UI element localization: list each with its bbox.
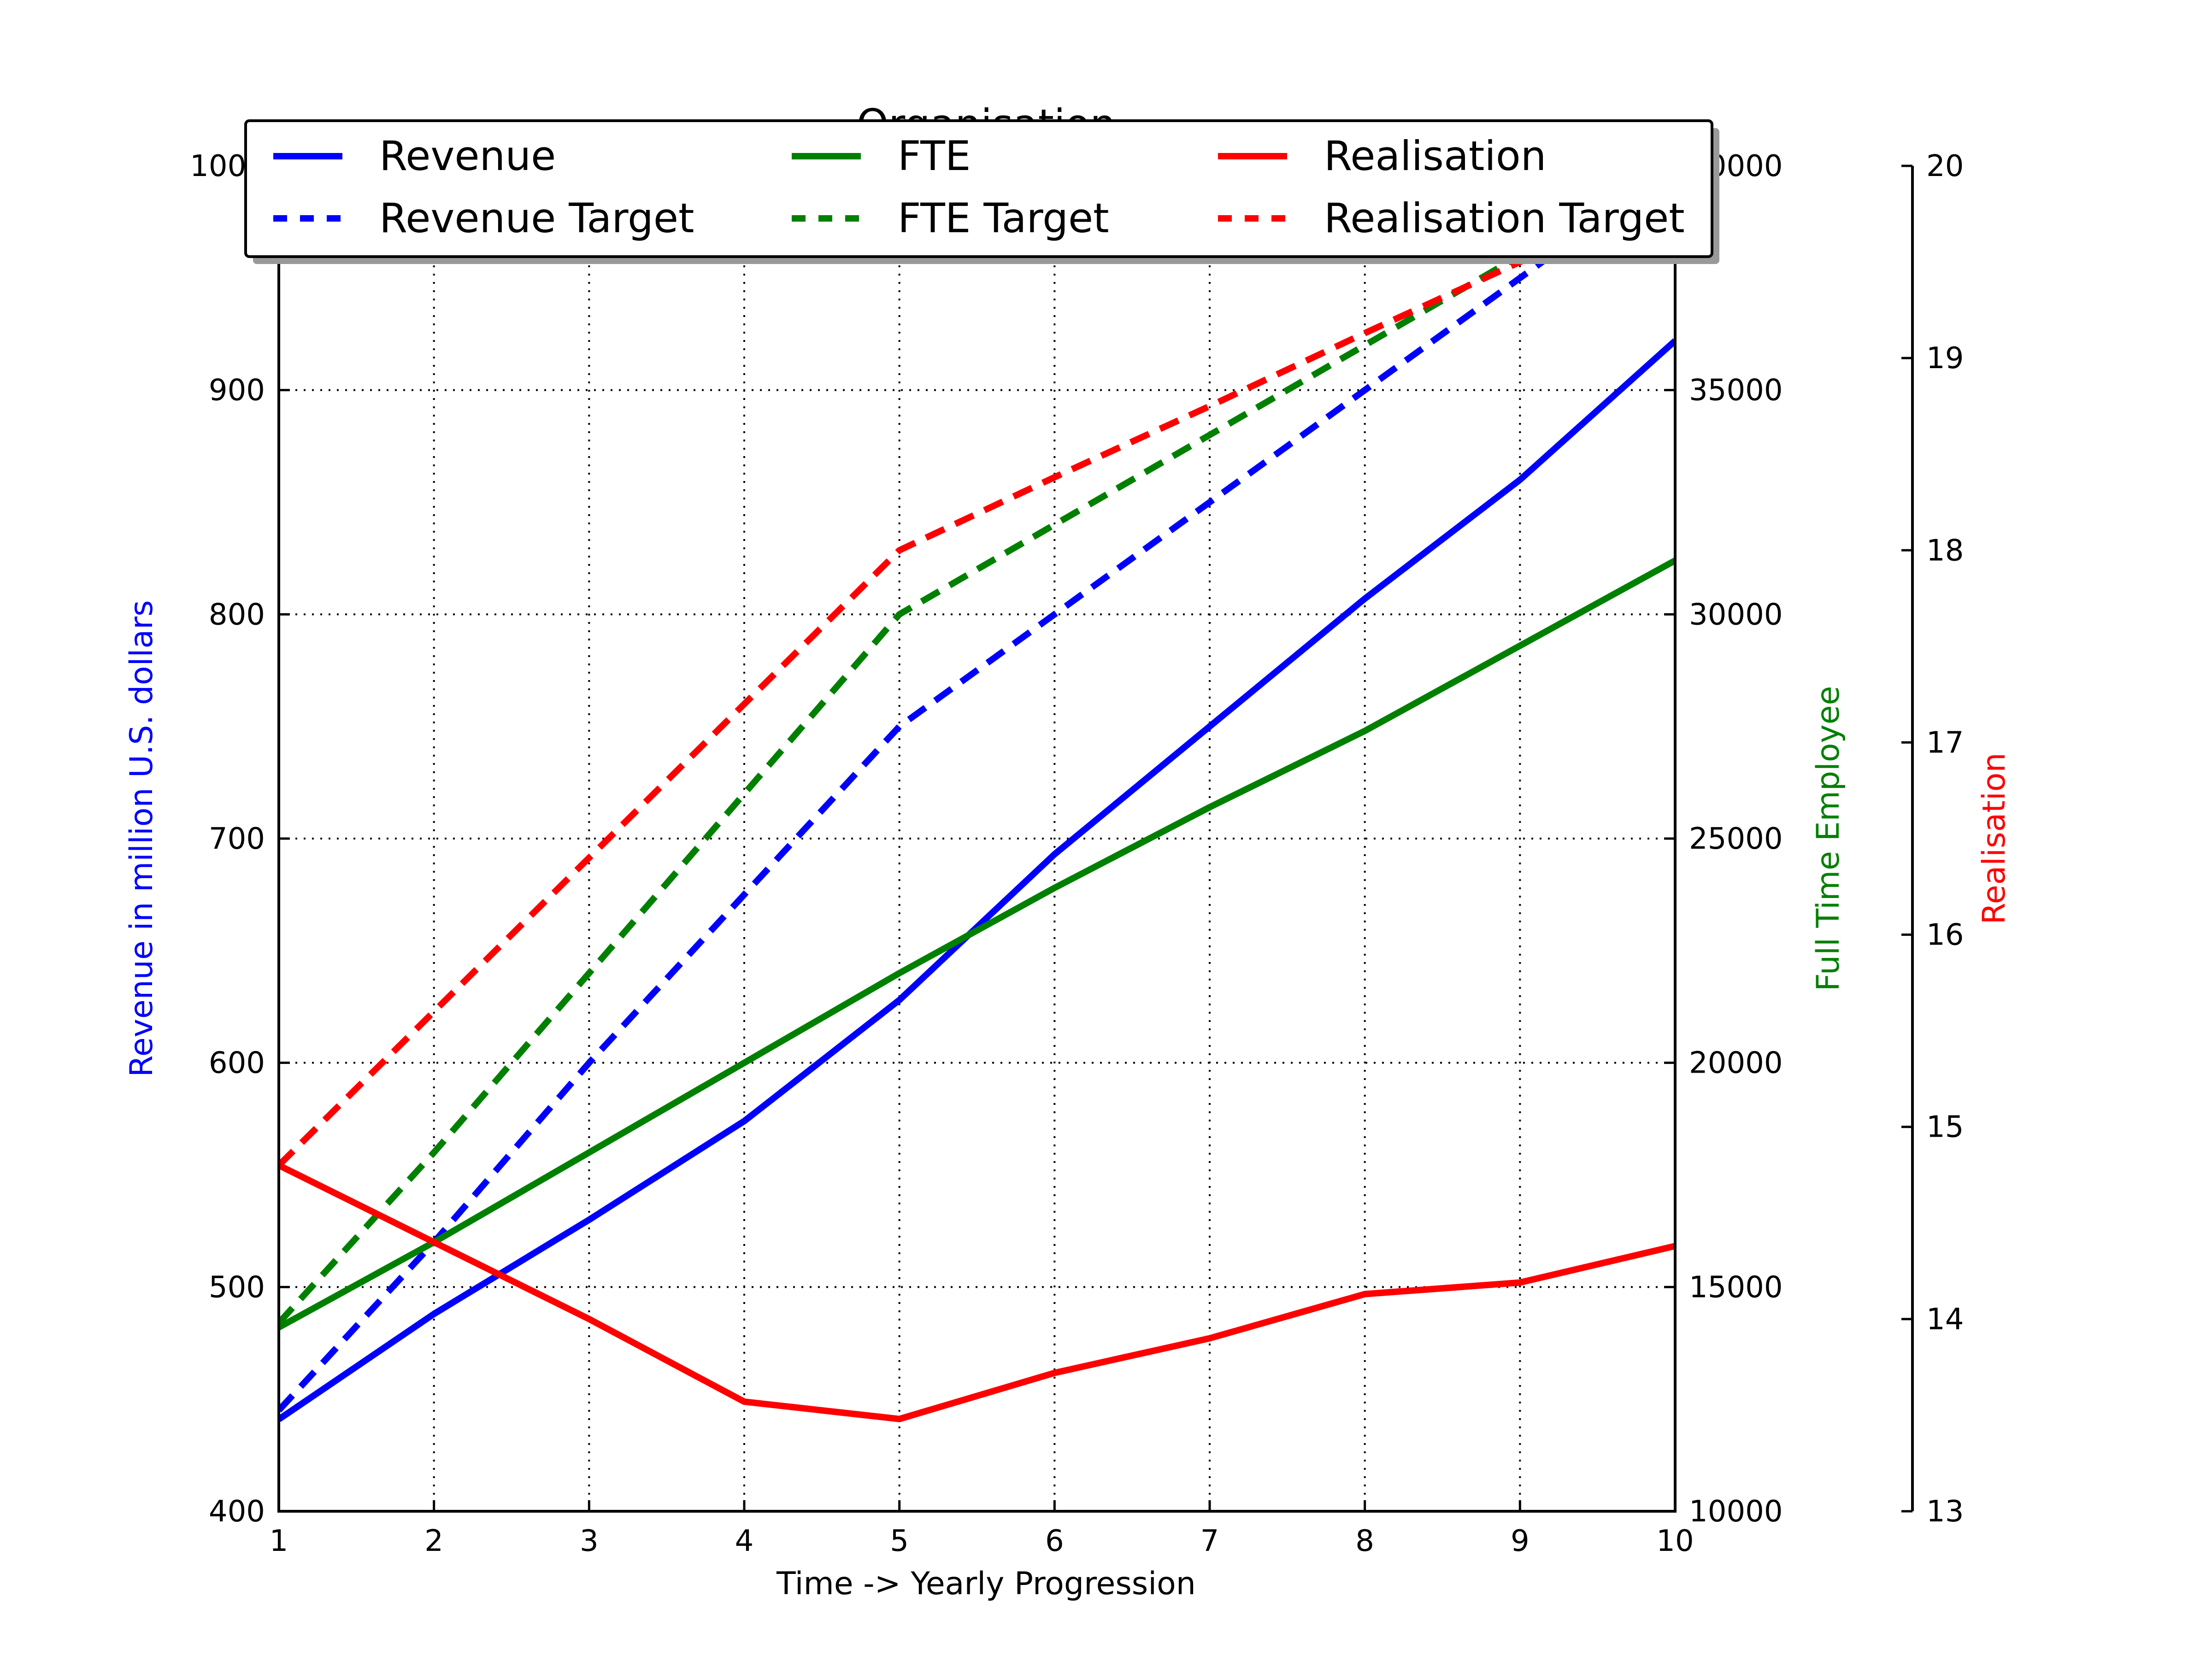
fte-axis-title: Full Time Employee <box>1810 686 1847 992</box>
axes: 1 2 3 4 5 6 7 8 9 104005006007008009001000Revenue… <box>124 149 2012 1558</box>
revenue-tick-label: 800 <box>209 598 265 632</box>
realisation-tick-label: 15 <box>1926 1110 1964 1145</box>
realisation-tick-label: 14 <box>1926 1303 1964 1337</box>
revenue-tick-label: 400 <box>209 1495 265 1529</box>
revenue-tick-label: 600 <box>209 1046 265 1080</box>
x-tick-label: 3 <box>580 1524 599 1558</box>
x-tick-label: 6 <box>1045 1524 1064 1558</box>
fte-tick-label: 25000 <box>1689 822 1783 856</box>
series-revenue-target <box>279 164 1675 1413</box>
legend-label: FTE <box>898 132 971 180</box>
series-revenue <box>279 338 1675 1422</box>
series-realisation <box>279 1162 1675 1422</box>
x-tick-label: 1 <box>270 1524 288 1558</box>
grid <box>279 166 1675 1511</box>
revenue-axis-title: Revenue in million U.S. dollars <box>124 600 160 1077</box>
realisation-axis-title: Realisation <box>1976 753 2012 925</box>
realisation-tick-label: 16 <box>1926 918 1964 952</box>
legend: Revenue Revenue Target FTE FTE Target Realis… <box>244 119 1719 264</box>
realisation-tick-label: 18 <box>1926 534 1964 568</box>
realisation-tick-label: 19 <box>1926 341 1964 376</box>
series-fte <box>279 558 1675 1331</box>
legend-label: Realisation Target <box>1324 194 1685 242</box>
x-tick-label: 10 <box>1656 1524 1694 1558</box>
fte-tick-label: 30000 <box>1689 598 1783 632</box>
series-realisation-target <box>279 186 1675 1168</box>
fte-tick-label: 20000 <box>1689 1046 1783 1080</box>
x-tick-label: 7 <box>1200 1524 1219 1558</box>
x-tick-label: 2 <box>424 1524 443 1558</box>
x-tick-label: 8 <box>1355 1524 1374 1558</box>
realisation-tick-label: 20 <box>1926 149 1964 183</box>
legend-label: Revenue Target <box>379 194 694 242</box>
x-tick-label: 9 <box>1511 1524 1530 1558</box>
x-tick-label: 4 <box>735 1524 754 1558</box>
revenue-tick-label: 500 <box>209 1270 265 1304</box>
fte-tick-label: 35000 <box>1689 374 1783 408</box>
revenue-tick-label: 900 <box>209 374 265 408</box>
realisation-tick-label: 13 <box>1926 1495 1964 1529</box>
legend-box <box>244 119 1713 258</box>
series-lines <box>279 164 1675 1422</box>
x-tick-label: 5 <box>890 1524 909 1558</box>
legend-label: Revenue <box>379 132 556 180</box>
legend-label: Realisation <box>1324 132 1547 180</box>
revenue-tick-label: 700 <box>209 822 265 856</box>
x-axis-title: Time -> Yearly Progression <box>776 1566 1196 1602</box>
legend-label: FTE Target <box>898 194 1109 242</box>
realisation-tick-label: 17 <box>1926 726 1964 760</box>
fte-tick-label: 15000 <box>1689 1270 1783 1304</box>
fte-tick-label: 10000 <box>1689 1495 1783 1529</box>
series-fte-target <box>279 164 1675 1325</box>
